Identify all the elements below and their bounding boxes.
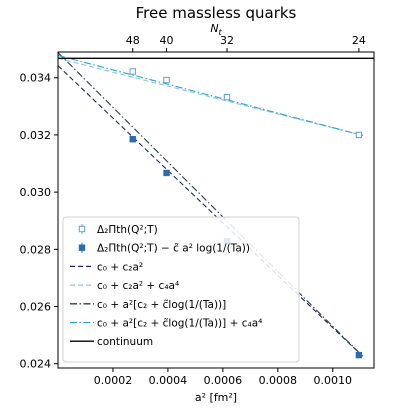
legend-entry: Δ₂Πth(Q²;T) bbox=[78, 224, 158, 236]
legend-label: c₀ + c₂a² bbox=[97, 261, 143, 273]
legend-label: c₀ + a²[c₂ + c̃log(1/(Ta))] + c₄a⁴ bbox=[97, 318, 262, 330]
legend-entry: c₀ + a²[c₂ + c̃log(1/(Ta))] + c₄a⁴ bbox=[70, 318, 262, 330]
x-tick-label: 0.0010 bbox=[314, 374, 353, 387]
legend-entry: Δ₂Πth(Q²;T) − c̃ a² log(1/(Ta)) bbox=[78, 242, 250, 255]
top-tick-label: 24 bbox=[352, 34, 366, 47]
plot-frame bbox=[57, 51, 375, 369]
x-tick-label: 0.0002 bbox=[94, 374, 133, 387]
open-square-point bbox=[163, 76, 170, 84]
legend-entry: c₀ + c₂a² + c₄a⁴ bbox=[70, 280, 179, 292]
legend-marker bbox=[78, 244, 86, 251]
top-tick-label: 32 bbox=[220, 34, 234, 47]
filled-square-point bbox=[163, 169, 170, 177]
legend-label: Δ₂Πth(Q²;T) − c̃ a² log(1/(Ta)) bbox=[97, 243, 250, 255]
x-tick-label: 0.0006 bbox=[204, 374, 243, 387]
legend-label: continuum bbox=[97, 336, 153, 348]
series-line-1 bbox=[58, 65, 364, 357]
y-tick-label: 0.032 bbox=[20, 129, 52, 142]
legend-entry: continuum bbox=[70, 336, 153, 348]
top-tick-label: 40 bbox=[160, 34, 174, 47]
y-tick-label: 0.026 bbox=[20, 301, 52, 314]
y-tick-label: 0.024 bbox=[20, 358, 52, 371]
legend-label: c₀ + a²[c₂ + c̃log(1/(Ta))] bbox=[97, 299, 226, 311]
legend: Δ₂Πth(Q²;T) Δ₂Πth(Q²;T) − c̃ a² log(1/(Ta… bbox=[62, 216, 300, 363]
legend-box bbox=[62, 216, 300, 363]
top-axis-label: Nt bbox=[210, 22, 222, 37]
y-tick-label: 0.028 bbox=[20, 243, 52, 256]
filled-square-point bbox=[355, 351, 363, 359]
open-square-point bbox=[355, 131, 363, 139]
legend-label: Δ₂Πth(Q²;T) bbox=[97, 224, 158, 236]
series-line-4 bbox=[58, 54, 364, 137]
y-tick-label: 0.034 bbox=[20, 72, 52, 85]
x-tick-label: 0.0008 bbox=[259, 374, 298, 387]
legend-marker bbox=[78, 225, 86, 233]
x-tick-label: 0.0004 bbox=[149, 374, 188, 387]
legend-entry: c₀ + c₂a² bbox=[70, 261, 143, 273]
open-square-point bbox=[223, 93, 231, 101]
filled-square-point bbox=[129, 136, 136, 143]
chart-title: Free massless quarks bbox=[136, 4, 297, 22]
series-line-2 bbox=[58, 57, 364, 137]
legend-label: c₀ + c₂a² + c₄a⁴ bbox=[97, 280, 179, 292]
open-square-point bbox=[129, 68, 136, 75]
legend-entry: c₀ + a²[c₂ + c̃log(1/(Ta))] bbox=[70, 299, 226, 311]
series-line-3 bbox=[58, 52, 364, 357]
x-axis-label: a² [fm²] bbox=[195, 391, 237, 404]
top-tick-label: 48 bbox=[126, 34, 140, 47]
y-tick-label: 0.030 bbox=[20, 186, 52, 199]
